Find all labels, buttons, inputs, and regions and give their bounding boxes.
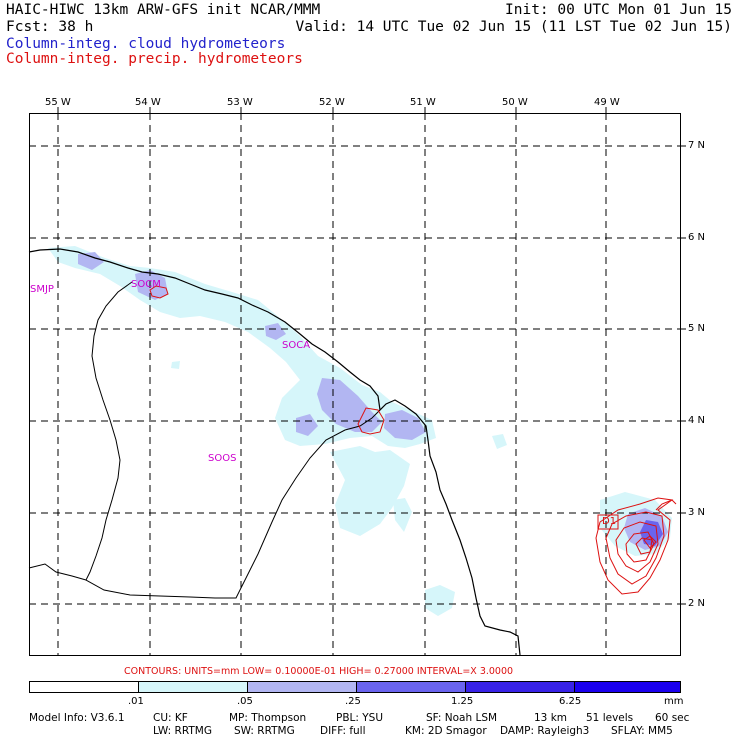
lon-label: 50 W	[502, 97, 528, 108]
model-km: KM: 2D Smagor	[405, 725, 487, 737]
borders	[28, 281, 381, 599]
model-sflay: SFLAY: MM5	[611, 725, 673, 737]
model-pbl: PBL: YSU	[336, 712, 384, 724]
lat-label: 6 N	[688, 232, 706, 243]
valid-time: Valid: 14 UTC Tue 02 Jun 15 (11 LST Tue …	[295, 19, 733, 35]
model-diff: DIFF: full	[320, 725, 366, 737]
forecast-hour: Fcst: 38 h	[6, 19, 94, 35]
lat-ticks	[680, 145, 686, 605]
model-version: Model Info: V3.6.1	[29, 712, 125, 724]
lat-label: 4 N	[688, 415, 706, 426]
color-bar-segment	[139, 682, 248, 692]
model-sw: SW: RRTMG	[234, 725, 295, 737]
color-bar-segment	[248, 682, 357, 692]
station-label: SOCM	[131, 279, 161, 290]
header-title: HAIC-HIWC 13km ARW-GFS init NCAR/MMM	[6, 2, 321, 18]
field-cloud-title: Column-integ. cloud hydrometeors	[6, 36, 286, 52]
model-cu: CU: KF	[153, 712, 188, 724]
lon-label: 52 W	[319, 97, 345, 108]
lat-label: 5 N	[688, 323, 706, 334]
model-timestep: 60 sec	[655, 712, 690, 724]
lon-label: 49 W	[594, 97, 620, 108]
color-bar-segment	[575, 682, 680, 692]
lat-label: 2 N	[688, 598, 706, 609]
color-bar-tick: 6.25	[559, 696, 582, 707]
init-time: Init: 00 UTC Mon 01 Jun 15	[505, 2, 732, 18]
lon-label: 54 W	[135, 97, 161, 108]
color-bar-segment	[30, 682, 139, 692]
color-bar	[29, 681, 681, 693]
model-lw: LW: RRTMG	[153, 725, 212, 737]
model-damp: DAMP: Rayleigh3	[500, 725, 590, 737]
lon-label: 51 W	[410, 97, 436, 108]
model-resolution: 13 km	[534, 712, 568, 724]
lat-label: 3 N	[688, 507, 706, 518]
map-frame	[29, 113, 681, 656]
color-bar-tick: .25	[345, 696, 361, 707]
color-bar-unit: mm	[664, 696, 684, 707]
color-bar-tick: .05	[237, 696, 253, 707]
station-label: SOOS	[208, 453, 237, 464]
latlon-grid	[29, 113, 680, 655]
contour-info: CONTOURS: UNITS=mm LOW= 0.10000E-01 HIGH…	[124, 666, 514, 677]
lon-label: 55 W	[45, 97, 71, 108]
precip-contours	[149, 285, 677, 595]
coastline	[28, 248, 521, 656]
station-label: SOCA	[282, 340, 311, 351]
station-label: SMJP	[30, 284, 54, 295]
color-bar-tick: .01	[128, 696, 144, 707]
model-sf: SF: Noah LSM	[426, 712, 498, 724]
color-bar-tick: 1.25	[451, 696, 474, 707]
lon-ticks	[57, 107, 607, 113]
d1-box	[597, 514, 619, 530]
lon-label: 53 W	[227, 97, 253, 108]
model-mp: MP: Thompson	[229, 712, 307, 724]
field-precip-title: Column-integ. precip. hydrometeors	[6, 51, 303, 67]
model-levels: 51 levels	[586, 712, 634, 724]
color-bar-segment	[357, 682, 466, 692]
lat-label: 7 N	[688, 140, 706, 151]
d1-label: D1	[602, 516, 617, 527]
color-bar-segment	[466, 682, 575, 692]
